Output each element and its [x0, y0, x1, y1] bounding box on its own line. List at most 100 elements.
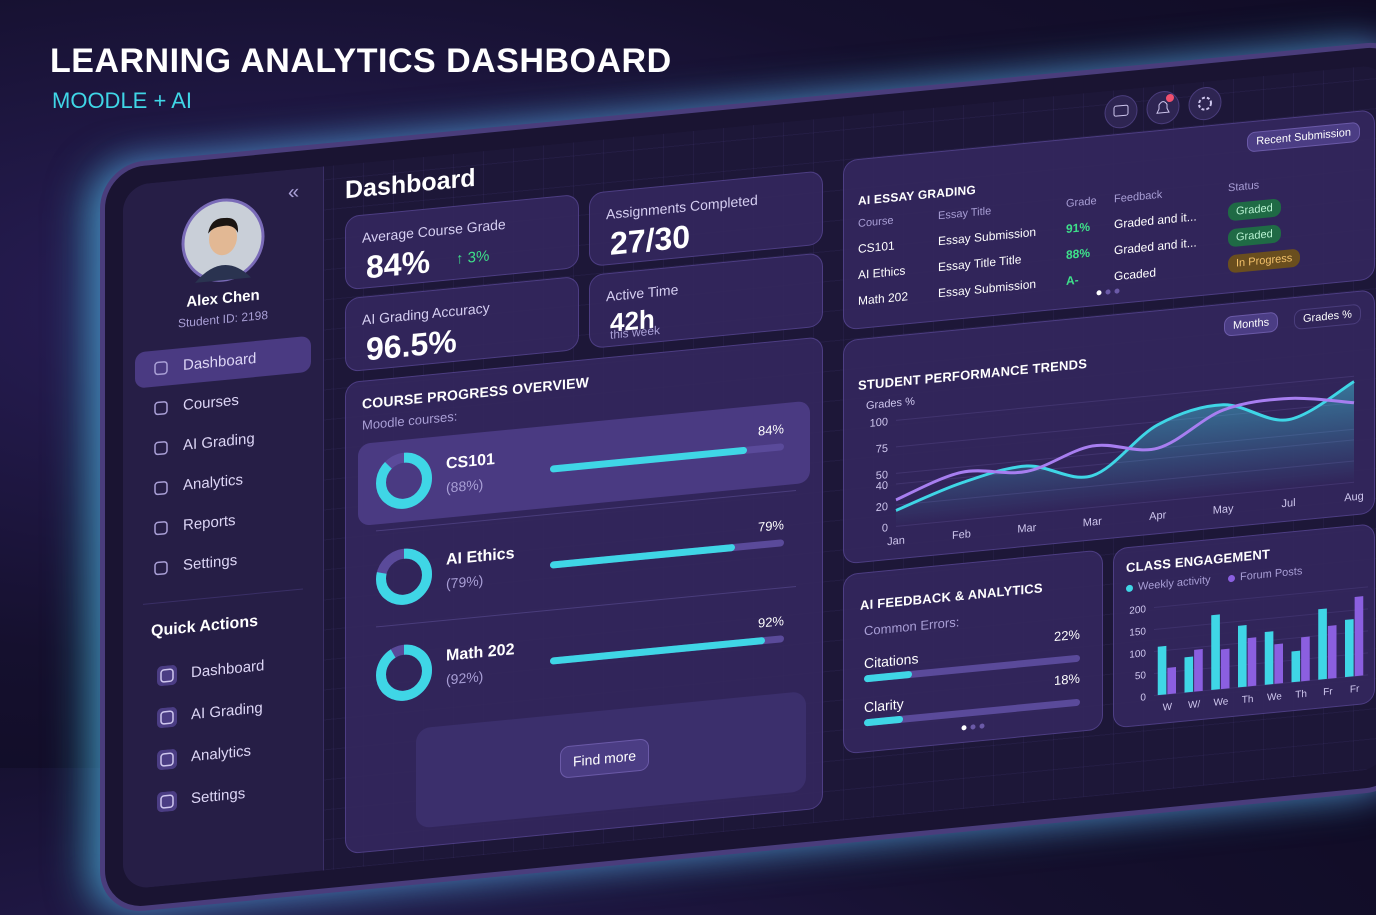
- bar: [1344, 619, 1354, 678]
- cell: Gcaded: [1114, 265, 1157, 284]
- error-name: Citations: [864, 650, 919, 672]
- ring: [376, 548, 432, 605]
- x-tick-label: Fr: [1323, 686, 1333, 698]
- progress-label: 92%: [757, 613, 784, 631]
- error-value: 18%: [1053, 670, 1080, 689]
- stat-label: AI Grading Accuracy: [362, 299, 490, 328]
- bar: [1157, 645, 1167, 696]
- ring-label: (79%): [446, 572, 484, 592]
- nav-icon: [157, 707, 177, 729]
- quick-actions: Dashboard AI Grading Analytics Settings: [123, 643, 323, 862]
- tab[interactable]: Grades %: [1294, 303, 1361, 331]
- stat-label: Average Course Grade: [362, 215, 506, 246]
- settings-icon[interactable]: [1188, 86, 1222, 121]
- bar: [1274, 643, 1284, 684]
- bar: [1167, 666, 1177, 695]
- avatar: [181, 198, 265, 283]
- nav-label: Courses: [183, 391, 239, 415]
- nav-icon: [154, 361, 168, 376]
- quick-action-label: Settings: [191, 785, 246, 808]
- stat-value: 27/30: [610, 218, 691, 262]
- quick-action-label: AI Grading: [191, 699, 263, 724]
- y-tick-label: 40: [876, 480, 888, 493]
- bell-icon[interactable]: [1146, 90, 1180, 125]
- nav-label: Settings: [183, 551, 238, 575]
- quick-action[interactable]: AI Grading: [135, 686, 311, 739]
- nav: Dashboard Courses AI Grading Analytics Repor…: [123, 335, 323, 604]
- bar: [1301, 636, 1310, 682]
- quick-action[interactable]: Analytics: [135, 728, 311, 781]
- quick-action-label: Analytics: [191, 742, 252, 766]
- stat-card: Assignments Completed 27/30: [589, 170, 823, 267]
- page-title: LEARNING ANALYTICS DASHBOARD: [50, 42, 672, 80]
- pager-dots: [961, 723, 985, 731]
- panel-title: AI ESSAY GRADING: [858, 182, 976, 209]
- bar: [1318, 608, 1327, 680]
- line: [895, 396, 1355, 502]
- quick-action[interactable]: Dashboard: [135, 644, 311, 697]
- course-progress-panel: COURSE PROGRESS OVERVIEW Moodle courses:…: [345, 336, 823, 855]
- panel-subtitle: Moodle courses:: [362, 408, 458, 433]
- y-tick-label: 100: [870, 416, 888, 430]
- feedback-panel: AI FEEDBACK & ANALYTICS Common Errors: C…: [843, 549, 1103, 755]
- chat-icon[interactable]: [1104, 94, 1138, 129]
- stat-label: Active Time: [606, 281, 679, 305]
- stat-value: 84%: [366, 243, 431, 286]
- error-name: Clarity: [864, 695, 904, 716]
- cell: Essay Title Title: [938, 252, 1022, 275]
- y-tick-label: 50: [1135, 670, 1147, 682]
- y-tick-label: 50: [876, 469, 888, 482]
- engagement-panel: CLASS ENGAGEMENT Weekly activity Forum Po…: [1113, 523, 1375, 729]
- bar: [1194, 649, 1203, 692]
- nav-item[interactable]: Settings: [135, 536, 311, 589]
- progress-fill: [550, 543, 735, 569]
- x-tick-label: W: [1163, 702, 1173, 714]
- cell: 88%: [1066, 245, 1091, 262]
- gear-glyph: [1198, 96, 1212, 111]
- course-name: AI Ethics: [446, 545, 515, 569]
- bar: [1211, 614, 1220, 690]
- bar: [1354, 596, 1364, 677]
- nav-item[interactable]: Analytics: [135, 456, 311, 509]
- cell: AI Ethics: [858, 263, 906, 283]
- error-fill: [864, 670, 912, 683]
- column-header: Course: [858, 214, 894, 231]
- collapse-button[interactable]: «: [288, 180, 300, 204]
- ring-label: (92%): [446, 668, 484, 688]
- stat-value: 96.5%: [366, 322, 457, 368]
- y-tick-label: 200: [1129, 604, 1146, 617]
- nav-icon: [157, 749, 177, 771]
- cell: A-: [1066, 272, 1079, 288]
- ring: [376, 644, 432, 701]
- top-icons: [1104, 86, 1222, 129]
- panel-subtitle: Common Errors:: [864, 614, 960, 639]
- icon-glyph: [154, 361, 168, 376]
- nav-item[interactable]: Dashboard: [135, 335, 311, 389]
- progress-fill: [550, 636, 766, 665]
- tab[interactable]: Months: [1224, 311, 1279, 337]
- column-header: Status: [1228, 179, 1260, 195]
- nav-item[interactable]: Reports: [135, 496, 311, 549]
- nav-icon: [154, 561, 168, 576]
- ring-fill: [376, 548, 432, 605]
- x-tick-label: We: [1213, 696, 1228, 708]
- grid-line: [896, 375, 1354, 421]
- icon-bg: [157, 749, 177, 771]
- dashboard-title: Dashboard: [345, 163, 476, 205]
- x-tick-label: Apr: [1149, 509, 1166, 523]
- stat-label: Assignments Completed: [606, 191, 758, 223]
- ring-fill: [376, 452, 432, 509]
- bar-chart: 0 50 100 150 200 W W/We Th We Th Fr Fr: [1129, 586, 1368, 714]
- grid-line: [1154, 586, 1368, 609]
- x-tick-label: We: [1267, 691, 1282, 703]
- nav-item[interactable]: Courses: [135, 376, 311, 429]
- page-subtitle: MOODLE + AI: [52, 88, 192, 113]
- x-tick-label: Th: [1242, 694, 1254, 706]
- progress-track: [550, 635, 784, 665]
- recent-submission-badge[interactable]: Recent Submission: [1247, 121, 1360, 153]
- stat-card: Average Course Grade 84% ↑ 3%: [345, 193, 579, 291]
- screen: « Alex Chen Student ID: 2198 Dashboard Co…: [123, 64, 1376, 890]
- nav-item[interactable]: AI Grading: [135, 416, 311, 469]
- x-tick-label: Fr: [1350, 684, 1360, 696]
